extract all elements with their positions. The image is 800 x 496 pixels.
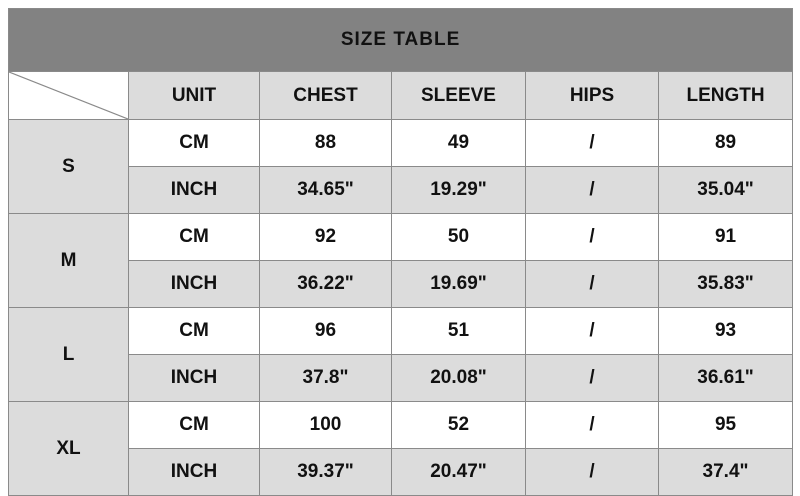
corner-diagonal-cell: [8, 71, 129, 120]
hips-cell: /: [525, 213, 659, 261]
chest-cell: 36.22": [259, 260, 392, 308]
length-cell: 35.83": [657, 260, 794, 308]
sleeve-cell: 19.69": [391, 260, 526, 308]
sleeve-cell: 49: [391, 119, 526, 167]
unit-cell: CM: [128, 119, 260, 167]
sleeve-cell: 20.47": [391, 448, 526, 496]
unit-cell: CM: [128, 213, 260, 261]
chest-cell: 39.37": [259, 448, 392, 496]
hips-cell: /: [525, 307, 659, 355]
table-row: L CM 96 51 / 93: [8, 307, 794, 402]
chest-cell: 92: [259, 213, 392, 261]
chest-cell: 37.8": [259, 354, 392, 402]
hips-cell: /: [525, 166, 659, 214]
length-cell: 89: [657, 119, 794, 167]
size-cell-s: S: [8, 119, 129, 214]
size-cell-m: M: [8, 213, 129, 308]
chest-cell: 34.65": [259, 166, 392, 214]
chest-cell: 96: [259, 307, 392, 355]
size-table-page: SIZE TABLE UNIT CHEST SLEEVE HIPS LENGTH: [7, 8, 794, 496]
hips-cell: /: [525, 260, 659, 308]
header-chest: CHEST: [259, 71, 392, 120]
size-table-container: SIZE TABLE UNIT CHEST SLEEVE HIPS LENGTH: [7, 8, 794, 496]
unit-cell: INCH: [128, 260, 260, 308]
size-cell-xl: XL: [8, 401, 129, 496]
header-length: LENGTH: [657, 71, 794, 120]
chest-cell: 88: [259, 119, 392, 167]
sleeve-cell: 20.08": [391, 354, 526, 402]
sleeve-cell: 52: [391, 401, 526, 449]
table-row: XL CM 100 52 / 95: [8, 401, 794, 496]
header-sleeve: SLEEVE: [391, 71, 526, 120]
unit-cell: CM: [128, 307, 260, 355]
header-unit: UNIT: [128, 71, 260, 120]
table-row: INCH 37.8" 20.08" / 36.61": [9, 354, 794, 402]
length-cell: 95: [657, 401, 794, 449]
hips-cell: /: [525, 119, 659, 167]
unit-cell: INCH: [128, 354, 260, 402]
sleeve-cell: 19.29": [391, 166, 526, 214]
chest-cell: 100: [259, 401, 392, 449]
length-cell: 93: [657, 307, 794, 355]
unit-cell: INCH: [128, 166, 260, 214]
size-cell-l: L: [8, 307, 129, 402]
hips-cell: /: [525, 448, 659, 496]
table-title: SIZE TABLE: [7, 8, 794, 72]
table-row: INCH 34.65" 19.29" / 35.04": [9, 166, 794, 214]
sleeve-cell: 51: [391, 307, 526, 355]
length-cell: 91: [657, 213, 794, 261]
hips-cell: /: [525, 354, 659, 402]
length-cell: 35.04": [657, 166, 794, 214]
length-cell: 36.61": [657, 354, 794, 402]
header-row: UNIT CHEST SLEEVE HIPS LENGTH: [8, 71, 794, 120]
table-row: S CM 88 49 / 89: [8, 119, 794, 214]
unit-cell: CM: [128, 401, 260, 449]
diagonal-slash-icon: [9, 72, 128, 119]
size-table: SIZE TABLE UNIT CHEST SLEEVE HIPS LENGTH: [7, 8, 794, 496]
sleeve-cell: 50: [391, 213, 526, 261]
length-cell: 37.4": [657, 448, 794, 496]
unit-cell: INCH: [128, 448, 260, 496]
hips-cell: /: [525, 401, 659, 449]
table-row: M CM 92 50 / 91: [8, 213, 794, 308]
title-row: SIZE TABLE: [7, 8, 794, 72]
header-hips: HIPS: [525, 71, 659, 120]
